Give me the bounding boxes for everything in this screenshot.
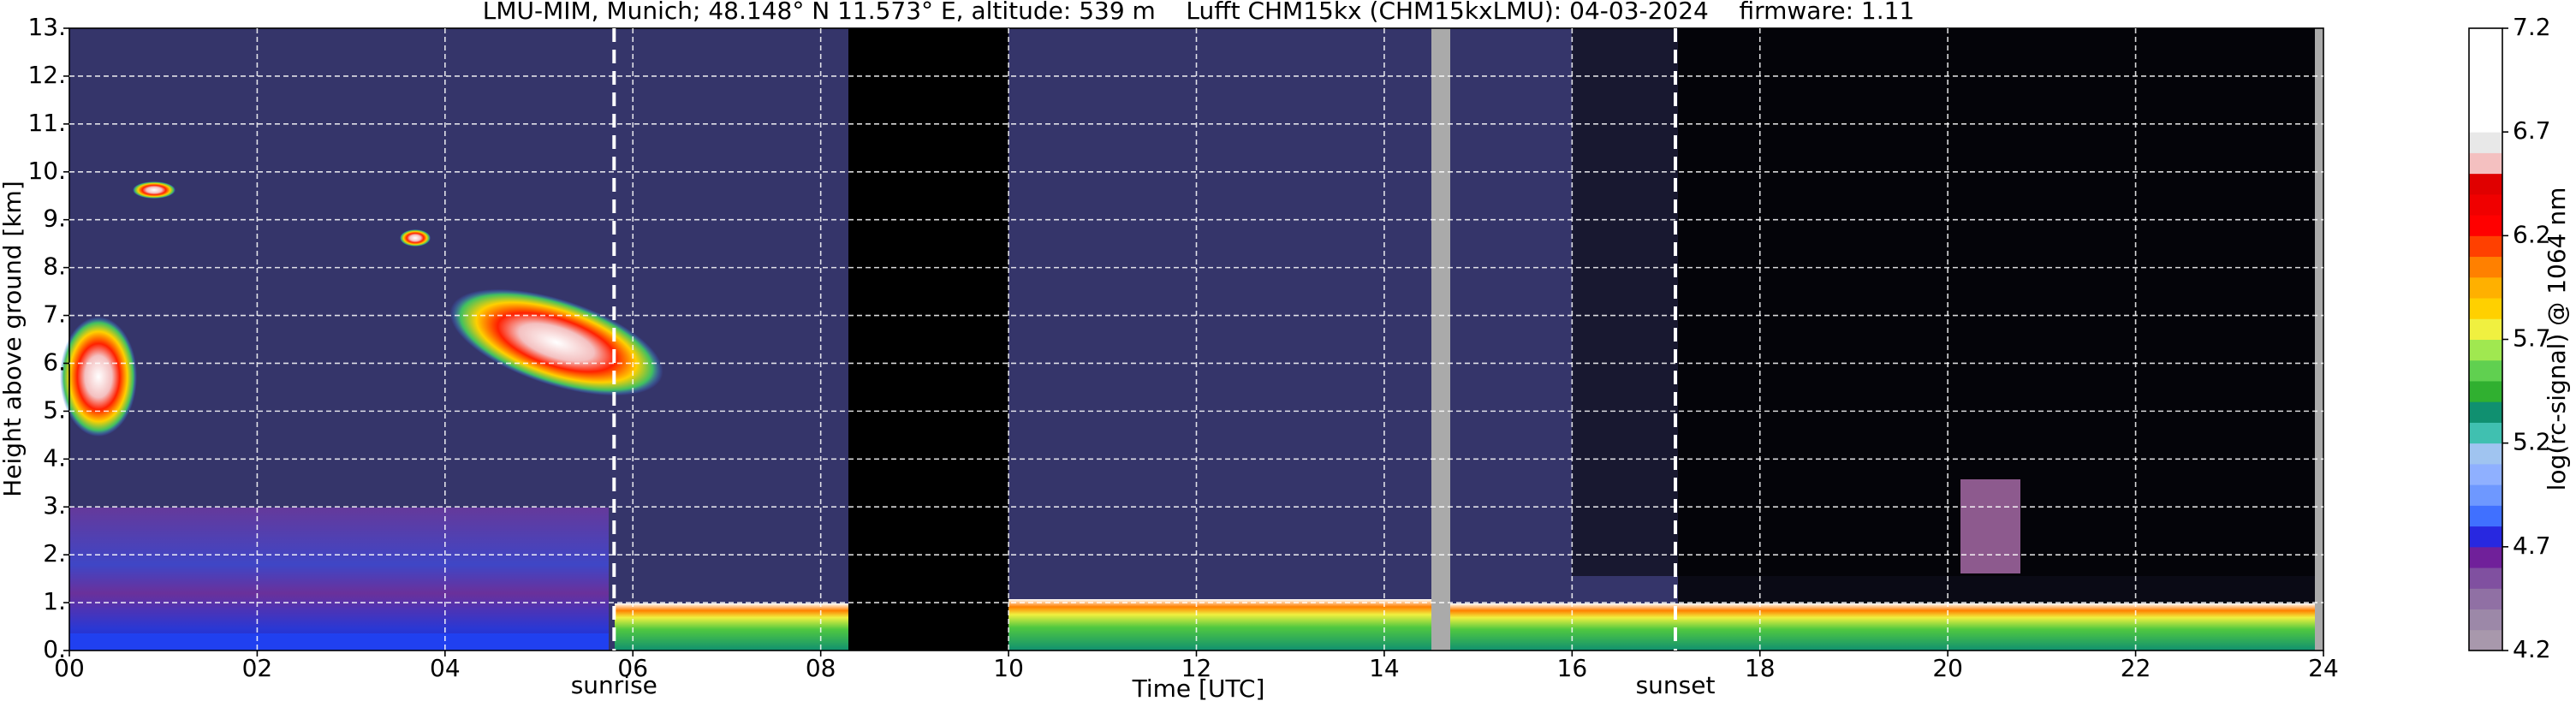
colorbar-tick-label: 5.7 <box>2513 324 2551 353</box>
colorbar-cell <box>2469 276 2502 299</box>
y-tick-label: 1. <box>43 587 66 615</box>
colorbar-cell <box>2469 484 2502 506</box>
y-tick-label: 12. <box>27 61 66 89</box>
colorbar-cell <box>2469 380 2502 402</box>
colorbar-cell <box>2469 132 2502 153</box>
y-tick-label: 0. <box>43 635 66 663</box>
colorbar-cell <box>2469 546 2502 568</box>
y-tick-label: 4. <box>43 443 66 472</box>
colorbar-cell <box>2469 359 2502 382</box>
x-tick-label: 22 <box>2121 654 2151 682</box>
colorbar-tick-label: 4.2 <box>2513 635 2551 663</box>
y-tick-label: 10. <box>27 157 66 185</box>
x-tick-label: 04 <box>430 654 461 682</box>
y-tick-label: 5. <box>43 395 66 424</box>
x-tick-label: 20 <box>1932 654 1963 682</box>
colorbar-cell <box>2469 318 2502 340</box>
x-tick-label: 02 <box>242 654 273 682</box>
colorbar-cell <box>2469 339 2502 361</box>
colorbar-cell <box>2469 463 2502 485</box>
x-tick-label: 14 <box>1369 654 1400 682</box>
y-tick-label: 7. <box>43 300 66 329</box>
x-tick-label: 08 <box>806 654 836 682</box>
y-tick-label: 9. <box>43 205 66 233</box>
colorbar-cell <box>2469 526 2502 548</box>
colorbar-cell <box>2469 235 2502 258</box>
x-tick-label: 12 <box>1181 654 1212 682</box>
colorbar-cell <box>2469 49 2502 70</box>
y-tick-label: 11. <box>27 109 66 137</box>
y-tick-label: 6. <box>43 348 66 376</box>
colorbar-cell <box>2469 298 2502 319</box>
x-tick-label: 10 <box>993 654 1024 682</box>
colorbar-tick-label: 5.2 <box>2513 428 2551 456</box>
colorbar-cell <box>2469 422 2502 444</box>
colorbar-tick-label: 6.2 <box>2513 220 2551 248</box>
annotation-label: sunrise <box>571 671 657 699</box>
colorbar-cell <box>2469 256 2502 278</box>
colorbar-cell <box>2469 588 2502 610</box>
colorbar-cell <box>2469 152 2502 175</box>
colorbar-cell <box>2469 173 2502 195</box>
x-tick-label: 24 <box>2308 654 2339 682</box>
colorbar-tick-label: 6.7 <box>2513 116 2551 145</box>
y-tick-label: 2. <box>43 539 66 567</box>
y-tick-label: 8. <box>43 253 66 281</box>
colorbar-cell <box>2469 90 2502 112</box>
annotation-label: sunset <box>1636 671 1716 699</box>
colorbar-cell <box>2469 28 2502 50</box>
colorbar-cell <box>2469 443 2502 465</box>
x-tick-label: 16 <box>1557 654 1588 682</box>
y-axis-label: Height above ground [km] <box>0 181 27 497</box>
colorbar-cell <box>2469 609 2502 631</box>
x-axis-label: Time [UTC] <box>1132 674 1265 703</box>
colorbar-cell <box>2469 567 2502 589</box>
y-tick-label: 13. <box>27 13 66 41</box>
colorbar-tick-label: 4.7 <box>2513 532 2551 560</box>
colorbar-cell <box>2469 215 2502 236</box>
x-tick-label: 18 <box>1745 654 1776 682</box>
colorbar-cell <box>2469 401 2502 423</box>
colorbar-tick-label: 7.2 <box>2513 13 2551 41</box>
y-tick-label: 3. <box>43 491 66 520</box>
colorbar-cell <box>2469 629 2502 651</box>
x-tick-label: 06 <box>617 654 648 682</box>
x-tick-label: 00 <box>54 654 85 682</box>
colorbar-label: log(rc-signal) @ 1064 nm <box>2543 187 2571 491</box>
colorbar-cell <box>2469 505 2502 527</box>
chart-title: LMU-MIM, Munich; 48.148° N 11.573° E, al… <box>483 0 1915 25</box>
colorbar-cell <box>2469 193 2502 216</box>
backscatter-image <box>60 28 2323 651</box>
colorbar-cell <box>2469 110 2502 133</box>
colorbar-cell <box>2469 69 2502 92</box>
